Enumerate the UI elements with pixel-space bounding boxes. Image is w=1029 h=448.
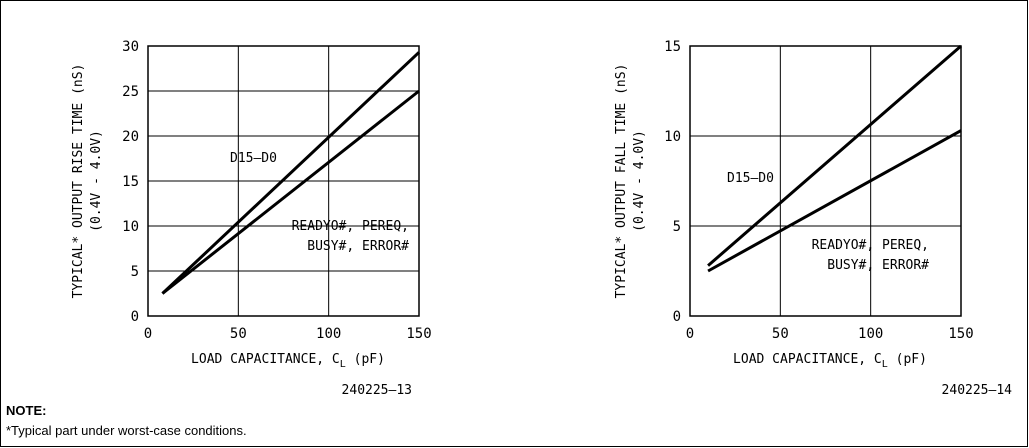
x-axis-label: LOAD CAPACITANCE, CL (pF) [191, 352, 385, 370]
y-tick-label: 0 [673, 309, 681, 325]
note-text: *Typical part under worst-case condition… [6, 423, 247, 438]
y-tick-label: 5 [131, 264, 139, 280]
y-tick-label: 0 [131, 309, 139, 325]
series-line-d15-d0 [161, 51, 421, 295]
series-label-d15-d0: D15–D0 [230, 151, 277, 166]
y-tick-label: 20 [122, 129, 139, 145]
series-label-busy-error: BUSY#, ERROR# [307, 239, 409, 254]
x-tick-label: 150 [948, 326, 973, 342]
series-label-busy-error: BUSY#, ERROR# [827, 258, 929, 273]
y-tick-label: 10 [122, 219, 139, 235]
y-axis-sublabel: (0.4V - 4.0V) [89, 130, 104, 232]
y-tick-label: 5 [673, 219, 681, 235]
series-label-readyo-pereq: READYO#, PEREQ, [812, 238, 929, 253]
x-axis-label: LOAD CAPACITANCE, CL (pF) [733, 352, 927, 370]
series-label-d15-d0: D15–D0 [727, 171, 774, 186]
y-tick-label: 15 [122, 174, 139, 190]
y-tick-label: 30 [122, 39, 139, 55]
x-tick-label: 100 [858, 326, 883, 342]
figure-id: 240225–13 [342, 383, 412, 398]
x-tick-label: 100 [316, 326, 341, 342]
note-title: NOTE: [6, 403, 47, 418]
x-axis-label-unit: (pF) [888, 352, 927, 367]
y-axis-sublabel: (0.4V - 4.0V) [632, 130, 647, 232]
x-tick-label: 150 [406, 326, 431, 342]
figure-id: 240225–14 [942, 383, 1013, 398]
x-tick-label: 50 [772, 326, 789, 342]
y-tick-label: 10 [664, 129, 681, 145]
y-axis-label: TYPICAL* OUTPUT FALL TIME (nS) [614, 64, 629, 299]
x-tick-label: 0 [686, 326, 694, 342]
x-axis-label-text: LOAD CAPACITANCE, C [733, 352, 882, 367]
x-axis-label-subscript: L [882, 359, 888, 370]
x-axis-label-unit: (pF) [346, 352, 385, 367]
chart-1: 0 50 100 150 0 5 10 15 20 25 30 D15–D0 READYO#, PERE… [71, 39, 432, 398]
plot-border [689, 45, 962, 317]
series-label-readyo-pereq: READYO#, PEREQ, [292, 219, 409, 234]
x-axis-label-subscript: L [340, 359, 346, 370]
series-line-d15-d0 [707, 44, 962, 267]
y-tick-label: 25 [122, 84, 139, 100]
chart-2: 0 50 100 150 0 5 10 15 D15–D0 READYO#, PEREQ, BUSY… [614, 39, 1012, 398]
y-tick-label: 15 [664, 39, 681, 55]
series-line-readyo-pereq-busy-error [161, 89, 420, 295]
x-axis-label-text: LOAD CAPACITANCE, C [191, 352, 340, 367]
x-tick-label: 0 [144, 326, 152, 342]
y-axis-label: TYPICAL* OUTPUT RISE TIME (nS) [71, 64, 86, 299]
series-line-readyo-pereq-busy-error [707, 129, 962, 273]
x-tick-label: 50 [230, 326, 247, 342]
plot-border [147, 45, 420, 317]
